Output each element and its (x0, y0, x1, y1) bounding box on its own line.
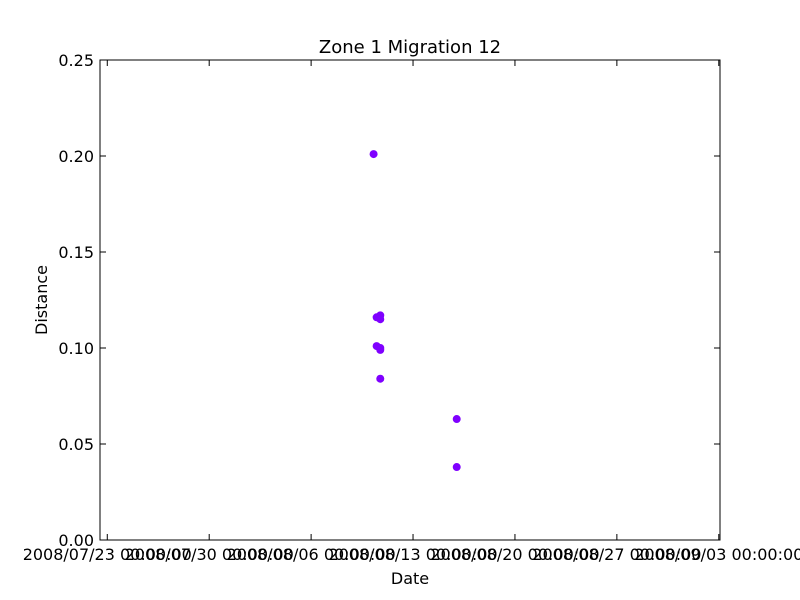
y-tick-label: 0.20 (58, 147, 94, 166)
x-tick-label: 2008/07/30 00:00:00 (125, 545, 294, 564)
y-tick-label: 0.00 (58, 531, 94, 550)
data-point (452, 415, 461, 424)
data-point (376, 315, 385, 324)
x-tick-label: 2008/08/20 00:00:00 (430, 545, 599, 564)
x-tick-label: 2008/09/03 00:00:00 (634, 545, 800, 564)
plot-area (100, 60, 720, 540)
y-tick-label: 0.25 (58, 51, 94, 70)
data-point (369, 150, 378, 159)
plot-frame (99, 59, 721, 541)
x-axis-label: Date (391, 569, 429, 588)
y-tick-label: 0.15 (58, 243, 94, 262)
x-tick-label: 2008/08/13 00:00:00 (328, 545, 497, 564)
x-tick-label: 2008/08/27 00:00:00 (532, 545, 701, 564)
data-point (376, 344, 385, 352)
chart-title: Zone 1 Migration 12 (319, 37, 501, 58)
y-tick-label: 0.05 (58, 435, 94, 454)
y-axis-label: Distance (32, 265, 51, 335)
data-point (376, 374, 385, 383)
y-tick-label: 0.10 (58, 339, 94, 358)
data-points (369, 150, 461, 472)
x-tick-label: 2008/08/06 00:00:00 (227, 545, 396, 564)
x-tick-label: 2008/07/23 00:00:00 (23, 545, 192, 564)
data-point (452, 463, 461, 472)
